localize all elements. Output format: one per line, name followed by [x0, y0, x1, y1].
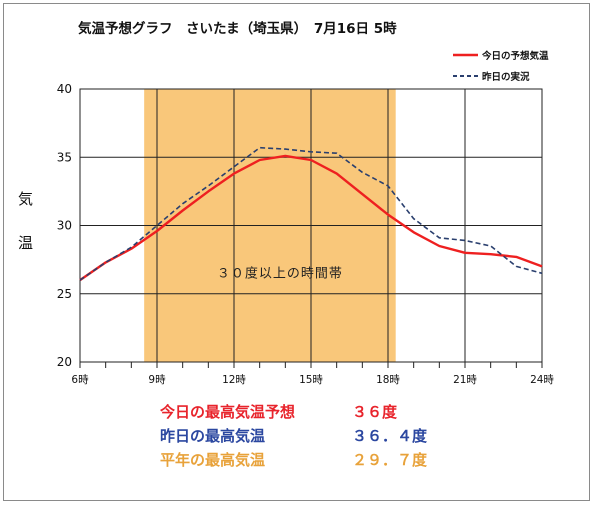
legend-label-today: 今日の予想気温	[481, 50, 549, 62]
y-axis-label-char-1: 気	[18, 190, 33, 208]
x-tick-label: 18時	[376, 374, 400, 386]
chart-title: 気温予想グラフ さいたま（埼玉県） 7月16日 5時	[78, 20, 397, 37]
summary-value: ３６度	[352, 403, 398, 421]
legend-label-yesterday: 昨日の実況	[482, 71, 530, 83]
y-tick-label: 30	[57, 219, 72, 233]
x-tick-label: 9時	[148, 374, 166, 386]
y-axis-label-char-2: 温	[18, 234, 33, 252]
x-tick-label: 12時	[222, 374, 246, 386]
summary-value: ３６．４度	[352, 427, 428, 445]
x-tick-label: 21時	[453, 374, 477, 386]
y-tick-label: 35	[57, 150, 72, 164]
series-line-yesterday	[79, 146, 543, 281]
summary-value: ２９．７度	[352, 451, 428, 469]
y-tick-label: 20	[57, 355, 72, 369]
x-tick-label: 15時	[299, 374, 323, 386]
chart-legend: 今日の予想気温 昨日の実況	[453, 50, 549, 83]
x-tick-label: 6時	[71, 374, 89, 386]
summary-label: 今日の最高気温予想	[159, 403, 295, 421]
summary-label: 昨日の最高気温	[160, 427, 265, 445]
x-tick-label: 24時	[530, 374, 554, 386]
y-tick-label: 25	[57, 287, 72, 301]
summary-label: 平年の最高気温	[160, 451, 265, 469]
highlight-band-label: ３０度以上の時間帯	[217, 265, 343, 281]
plot-area: 20 25 30 35 40 6時 9時 12時 15時 18時 21時 24時 ３０度以上の時間帯	[57, 82, 555, 386]
y-tick-label: 40	[57, 82, 72, 96]
series-line-today	[79, 154, 543, 282]
